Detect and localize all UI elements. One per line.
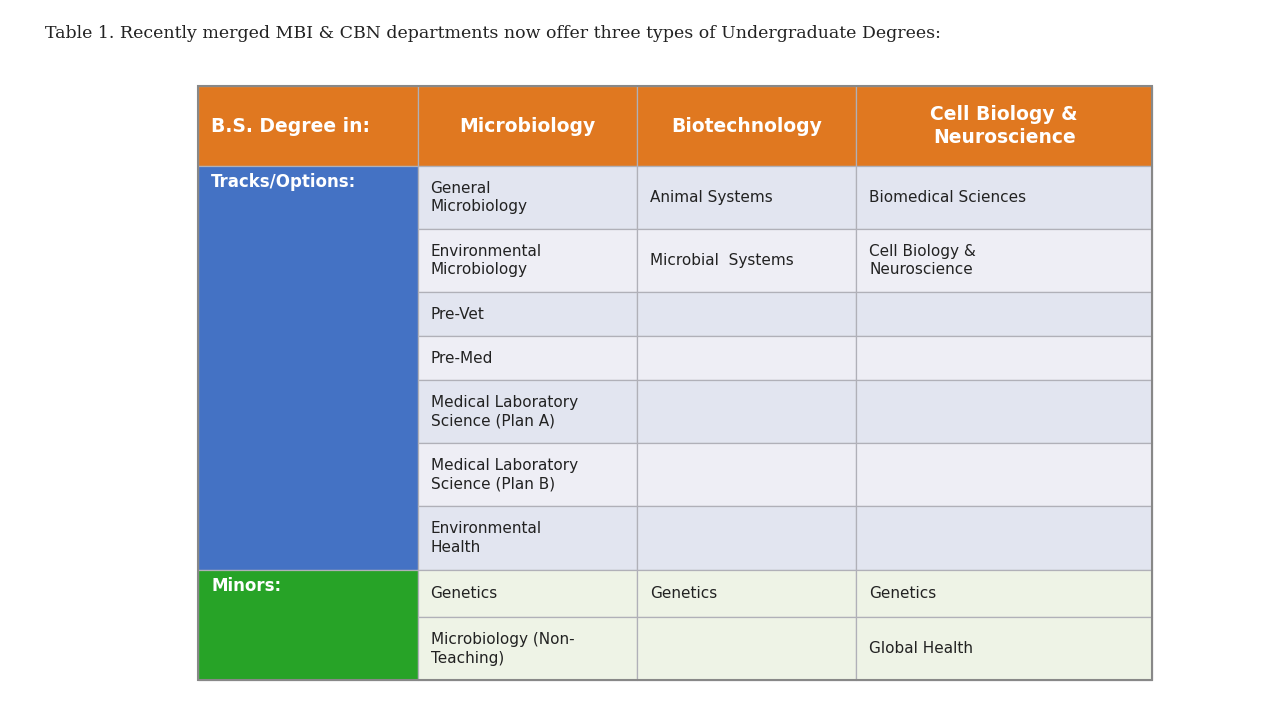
Bar (417, 506, 637, 570)
Text: Animal Systems: Animal Systems (650, 190, 773, 205)
Bar (856, 444, 1152, 506)
Text: Genetics: Genetics (869, 586, 937, 601)
Bar (856, 570, 1152, 617)
Bar (637, 229, 856, 292)
Bar (198, 86, 1152, 680)
Bar (417, 86, 637, 166)
Text: Biomedical Sciences: Biomedical Sciences (869, 190, 1027, 205)
Bar (417, 570, 637, 617)
Bar (856, 506, 1152, 570)
Bar (856, 86, 1152, 166)
Bar (637, 336, 856, 380)
Bar (856, 617, 1152, 680)
Bar (637, 292, 856, 336)
Bar (856, 229, 1152, 292)
Text: Microbial  Systems: Microbial Systems (650, 253, 794, 268)
Text: Genetics: Genetics (430, 586, 498, 601)
Bar (637, 506, 856, 570)
Bar (198, 570, 417, 680)
Text: Table 1. Recently merged MBI & CBN departments now offer three types of Undergra: Table 1. Recently merged MBI & CBN depar… (45, 25, 941, 42)
Bar (417, 336, 637, 380)
Bar (417, 229, 637, 292)
Bar (417, 166, 637, 229)
Text: Pre-Med: Pre-Med (430, 351, 493, 366)
Bar (417, 617, 637, 680)
Text: Environmental
Microbiology: Environmental Microbiology (430, 244, 541, 277)
Text: General
Microbiology: General Microbiology (430, 181, 527, 215)
Text: Microbiology: Microbiology (460, 117, 595, 135)
Bar (856, 380, 1152, 444)
Text: Medical Laboratory
Science (Plan B): Medical Laboratory Science (Plan B) (430, 458, 577, 492)
Bar (637, 444, 856, 506)
Text: Microbiology (Non-
Teaching): Microbiology (Non- Teaching) (430, 632, 575, 666)
Text: Cell Biology &
Neuroscience: Cell Biology & Neuroscience (931, 105, 1078, 148)
Bar (856, 336, 1152, 380)
Bar (856, 292, 1152, 336)
Text: Tracks/Options:: Tracks/Options: (211, 174, 356, 192)
Text: Biotechnology: Biotechnology (671, 117, 822, 135)
Bar (637, 570, 856, 617)
Text: Global Health: Global Health (869, 642, 973, 657)
Bar (417, 380, 637, 444)
Bar (637, 617, 856, 680)
Bar (198, 166, 417, 570)
Text: Minors:: Minors: (211, 577, 282, 595)
Bar (637, 166, 856, 229)
Text: Environmental
Health: Environmental Health (430, 521, 541, 555)
Bar (417, 444, 637, 506)
Bar (856, 166, 1152, 229)
Text: Genetics: Genetics (650, 586, 717, 601)
Text: Cell Biology &
Neuroscience: Cell Biology & Neuroscience (869, 244, 977, 277)
Bar (417, 292, 637, 336)
Bar (637, 86, 856, 166)
Bar (198, 86, 417, 166)
Text: Medical Laboratory
Science (Plan A): Medical Laboratory Science (Plan A) (430, 395, 577, 428)
Bar (637, 380, 856, 444)
Text: B.S. Degree in:: B.S. Degree in: (211, 117, 370, 135)
Text: Pre-Vet: Pre-Vet (430, 307, 484, 322)
